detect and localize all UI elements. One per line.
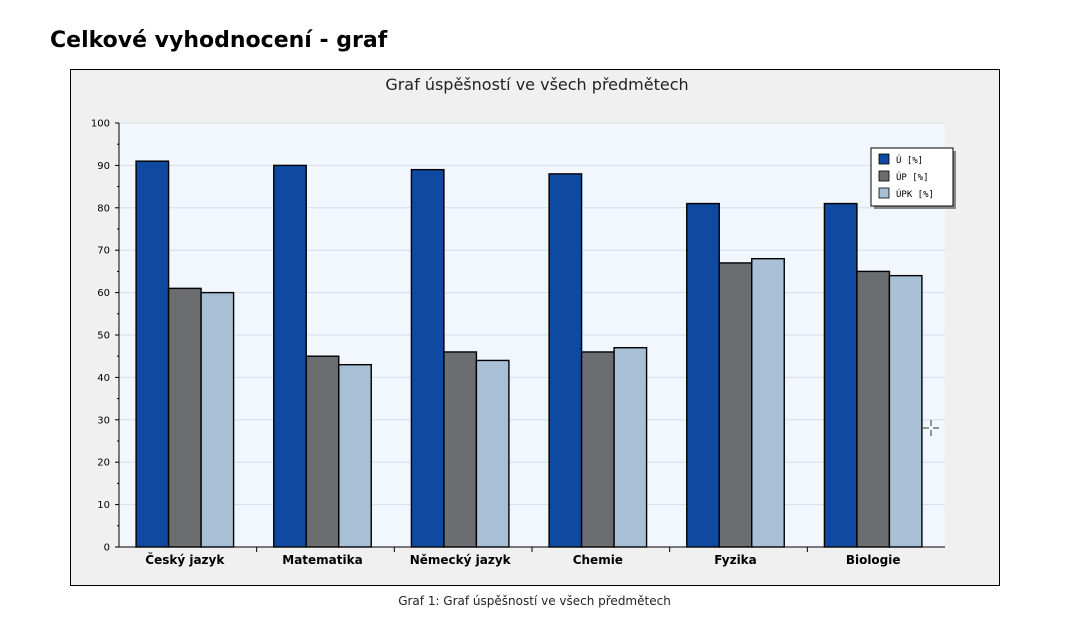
bar [856,270,891,548]
page-title: Celkové vyhodnocení - graf [50,28,388,53]
bar [410,168,445,548]
bar [613,347,648,548]
y-tick-label: 100 [91,119,110,130]
bar [686,202,720,548]
crosshair-cursor-icon [923,420,939,436]
x-tick-label: Fyzika [714,553,757,567]
x-tick-label: Biologie [846,553,901,567]
x-tick-label: Český jazyk [145,552,225,567]
chart-frame: Graf úspěšností ve všech předmětech 0 10 2… [70,69,1000,586]
bar [548,173,583,548]
x-tick-label: Chemie [573,553,623,567]
x-tick-label: Matematika [282,553,362,567]
bar [305,355,340,548]
legend-swatch [878,187,890,199]
y-tick-label: 80 [97,203,110,214]
x-tick-label: Německý jazyk [410,553,512,567]
bar [718,262,753,548]
bar [338,363,372,548]
bar [888,274,923,548]
y-tick-label: 50 [97,331,110,342]
legend-swatch [878,153,890,165]
chart-caption: Graf 1: Graf úspěšností ve všech předmět… [398,594,671,608]
bar [200,291,235,548]
y-tick-label: 70 [97,246,110,257]
legend-label: ÚPK [%] [896,188,934,200]
bar-chart: Graf úspěšností ve všech předmětech 0 10 2… [91,75,956,567]
y-tick-label: 10 [97,500,110,511]
bar [443,351,478,548]
chart-title: Graf úspěšností ve všech předmětech [385,75,688,94]
y-tick-label: 60 [97,288,110,299]
legend-label: Ú [%] [896,154,923,166]
bar [273,164,307,548]
y-tick-label: 20 [97,458,110,469]
y-tick-label: 90 [97,161,110,172]
bar [823,202,858,548]
bar [167,287,202,548]
y-tick-label: 0 [104,543,110,554]
bar [580,351,615,548]
bar [475,359,510,548]
legend-swatch [878,170,890,182]
legend-label: ÚP [%] [896,171,929,183]
y-tick-label: 30 [97,415,110,426]
bar [751,257,785,548]
bar [135,160,170,548]
y-tick-label: 40 [97,373,110,384]
